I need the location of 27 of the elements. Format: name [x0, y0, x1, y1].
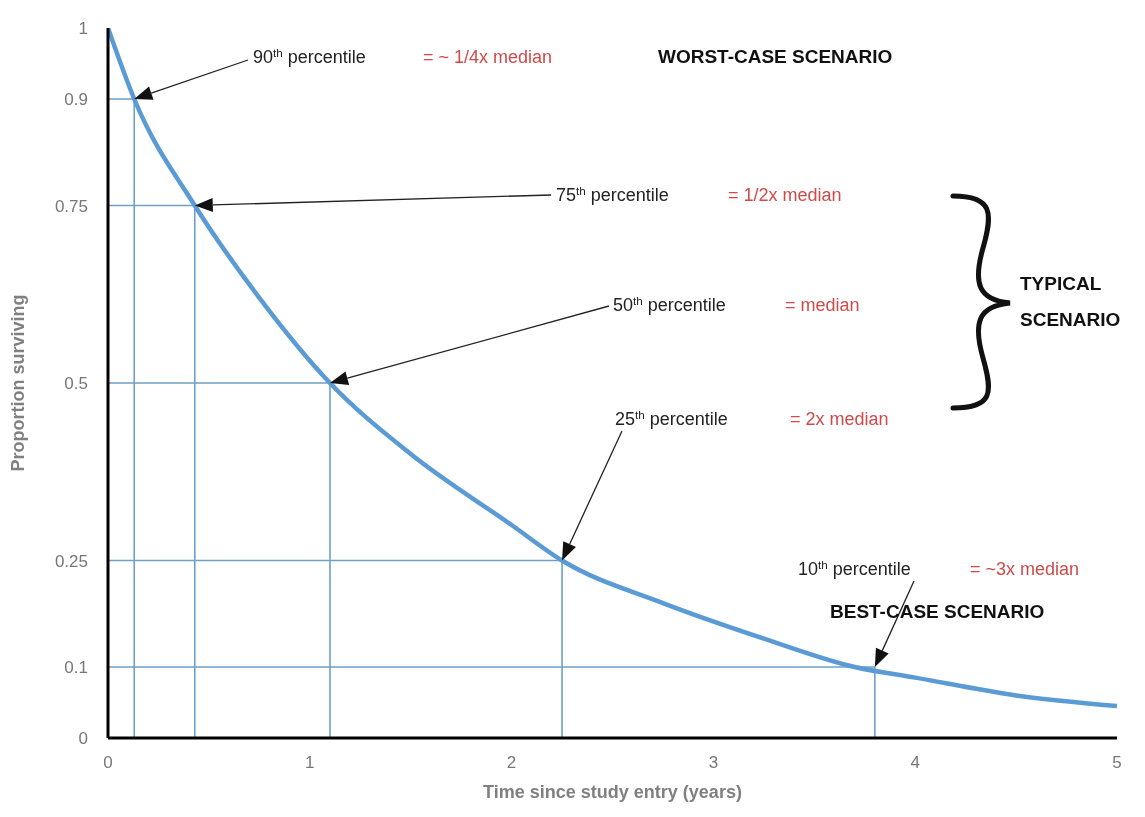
- annotation: 90$^{th}$ percentile: [253, 45, 366, 67]
- annotation: = ~3x median: [970, 559, 1080, 579]
- annotation: = 2x median: [790, 409, 889, 429]
- y-tick-label: 0.75: [54, 196, 88, 216]
- x-tick-label: 5: [1112, 753, 1122, 773]
- annotation: = 1/2x median: [728, 185, 842, 205]
- y-axis-title: Proportion surviving: [8, 294, 29, 472]
- y-tick-label: 0.1: [64, 658, 88, 678]
- x-tick-label: 0: [103, 753, 113, 773]
- y-tick-label: 0.5: [64, 374, 88, 394]
- x-axis-title: Time since study entry (years): [483, 782, 742, 802]
- annotation: 10$^{th}$ percentile: [798, 557, 911, 579]
- x-tick-label: 3: [708, 753, 719, 773]
- annotation: = median: [785, 295, 860, 315]
- annotation: = ~ 1/4x median: [423, 47, 553, 67]
- annotation: 50$^{th}$ percentile: [613, 293, 726, 315]
- y-tick-label: 1: [78, 19, 88, 39]
- y-tick-label: 0.25: [54, 551, 88, 571]
- y-tick-label: 0: [78, 729, 88, 749]
- x-tick-label: 1: [305, 753, 315, 773]
- annotation: WORST-CASE SCENARIO: [658, 46, 893, 67]
- annotation: TYPICAL SCENARIO: [1020, 273, 1121, 330]
- x-tick-label: 4: [910, 753, 920, 773]
- annotation: 75$^{th}$ percentile: [556, 183, 669, 205]
- x-tick-label: 2: [506, 753, 517, 773]
- y-tick-label: 0.9: [64, 90, 88, 110]
- annotation: 25$^{th}$ percentile: [615, 407, 728, 429]
